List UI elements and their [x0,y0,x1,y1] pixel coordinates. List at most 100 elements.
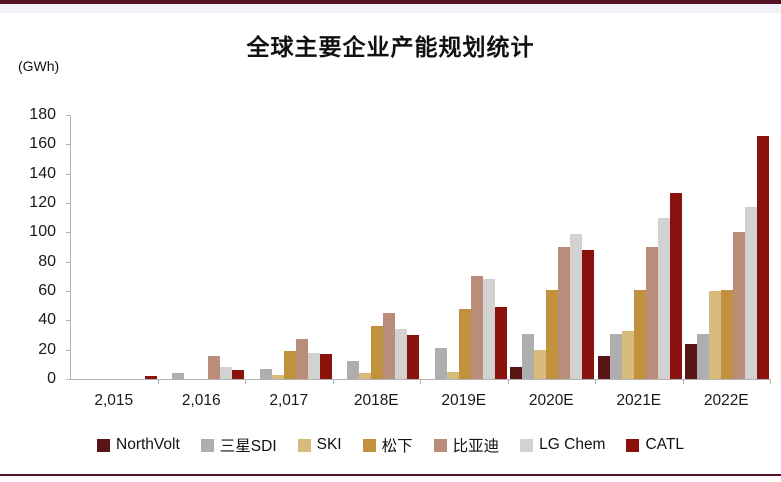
legend-item-松下: 松下 [362,434,413,456]
bar-slot [307,352,320,379]
bar-slot [609,333,622,379]
y-axis-tick [66,379,70,380]
x-axis-label-2021E: 2021E [616,392,662,409]
legend-item-NorthVolt: NorthVolt [97,436,180,454]
y-axis-tick-label: 180 [29,106,56,123]
bar-slot [534,349,547,379]
bar-SKI-2018E [359,373,372,379]
bar-CATL-2022E [757,135,770,379]
bar-松下-2019E [458,308,471,379]
bar-slot [259,368,272,379]
y-axis-tick [66,115,70,116]
bar-slot [395,329,408,379]
bar-slot [407,335,420,379]
bar-slot [458,308,471,379]
bar-比亚迪-2,017 [295,339,308,379]
x-axis-label-2022E: 2022E [703,392,749,409]
bar-slot [208,355,221,379]
top-accent-line [0,0,781,4]
legend-label: 松下 [381,438,413,455]
legend-swatch-icon [362,438,376,452]
bar-LG Chem-2,016 [220,367,233,379]
bar-slot [434,348,447,379]
bar-三星SDI-2019E [434,348,447,379]
bar-slot [582,249,595,379]
bar-group-2021E [596,115,684,379]
x-axis-tick [157,380,159,384]
legend-swatch-icon [520,438,534,452]
y-axis-tick-label: 40 [38,311,56,329]
bar-CATL-2,015 [144,376,157,379]
y-axis-tick [66,144,70,146]
bar-group-2020E [509,115,597,379]
legend-label: 比亚迪 [452,438,500,455]
bar-slot [558,247,571,379]
bar-NorthVolt-2022E [685,343,698,379]
y-axis-tick [66,203,70,204]
bar-slot [283,351,296,379]
bar-三星SDI-2,016 [172,373,185,379]
x-axis-label-2,015: 2,015 [94,392,134,409]
bar-CATL-2019E [494,307,507,379]
bar-group-2,016 [159,115,247,379]
bar-slot [232,370,245,379]
bar-slot [697,333,710,379]
bar-slot [446,371,459,379]
legend-label: 三星SDI [219,438,277,455]
x-axis-tick [245,380,246,384]
bar-slot [383,313,396,379]
bar-比亚迪-2022E [733,232,746,379]
legend-item-SKI: SKI [297,436,342,454]
bar-LG Chem-2019E [482,279,495,379]
bar-SKI-2,017 [271,374,284,379]
bar-slot [657,217,670,379]
bar-CATL-2021E [669,192,682,379]
x-axis-tick [595,380,596,384]
bar-slot [144,376,157,379]
bar-CATL-2,016 [232,370,245,379]
bar-松下-2018E [371,326,384,379]
x-axis-label-2020E: 2020E [528,392,574,409]
bar-NorthVolt-2020E [510,367,523,379]
y-axis-tick [66,349,70,351]
y-axis-tick [66,261,70,263]
legend-swatch-icon [297,438,311,452]
bar-slot [721,289,734,379]
bar-slot [745,207,758,379]
legend-item-CATL: CATL [626,436,684,454]
bar-slot [621,330,634,379]
y-axis-tick [66,232,70,234]
bar-slot [522,333,535,379]
bar-LG Chem-2021E [657,217,670,379]
bar-比亚迪-2020E [558,247,571,379]
y-axis-tick-label: 120 [29,194,56,211]
bar-slot [295,339,308,379]
legend-swatch-icon [626,438,640,452]
bar-slot [470,276,483,379]
bar-比亚迪-2018E [383,313,396,379]
bar-三星SDI-2018E [347,361,360,379]
legend: NorthVolt 三星SDI SKI 松下 比亚迪 LG Chem CATL [0,434,781,456]
bar-slot [757,135,770,379]
bar-NorthVolt-2021E [597,355,610,379]
bar-slot [733,232,746,379]
x-axis-label-2,017: 2,017 [269,392,309,409]
bar-slot [220,367,233,379]
y-axis-tick-label: 100 [29,223,56,241]
bar-slot [359,373,372,379]
bar-slot [172,373,185,379]
x-axis-label-2,016: 2,016 [181,392,221,409]
bar-松下-2021E [633,289,646,379]
y-axis-tick-label: 160 [29,135,56,153]
bottom-accent-line [0,474,781,476]
bar-松下-2020E [546,289,559,379]
bar-slot [633,289,646,379]
y-axis-tick [66,291,70,292]
bar-group-2,015 [71,115,159,379]
bar-CATL-2,017 [319,354,332,379]
y-axis-tick-label: 140 [29,164,56,182]
bar-slot [494,307,507,379]
bar-slot [271,374,284,379]
x-axis-tick [420,380,421,384]
y-axis-labels: 0 20 40 60 80 100 120 140 160 180 [0,106,62,387]
